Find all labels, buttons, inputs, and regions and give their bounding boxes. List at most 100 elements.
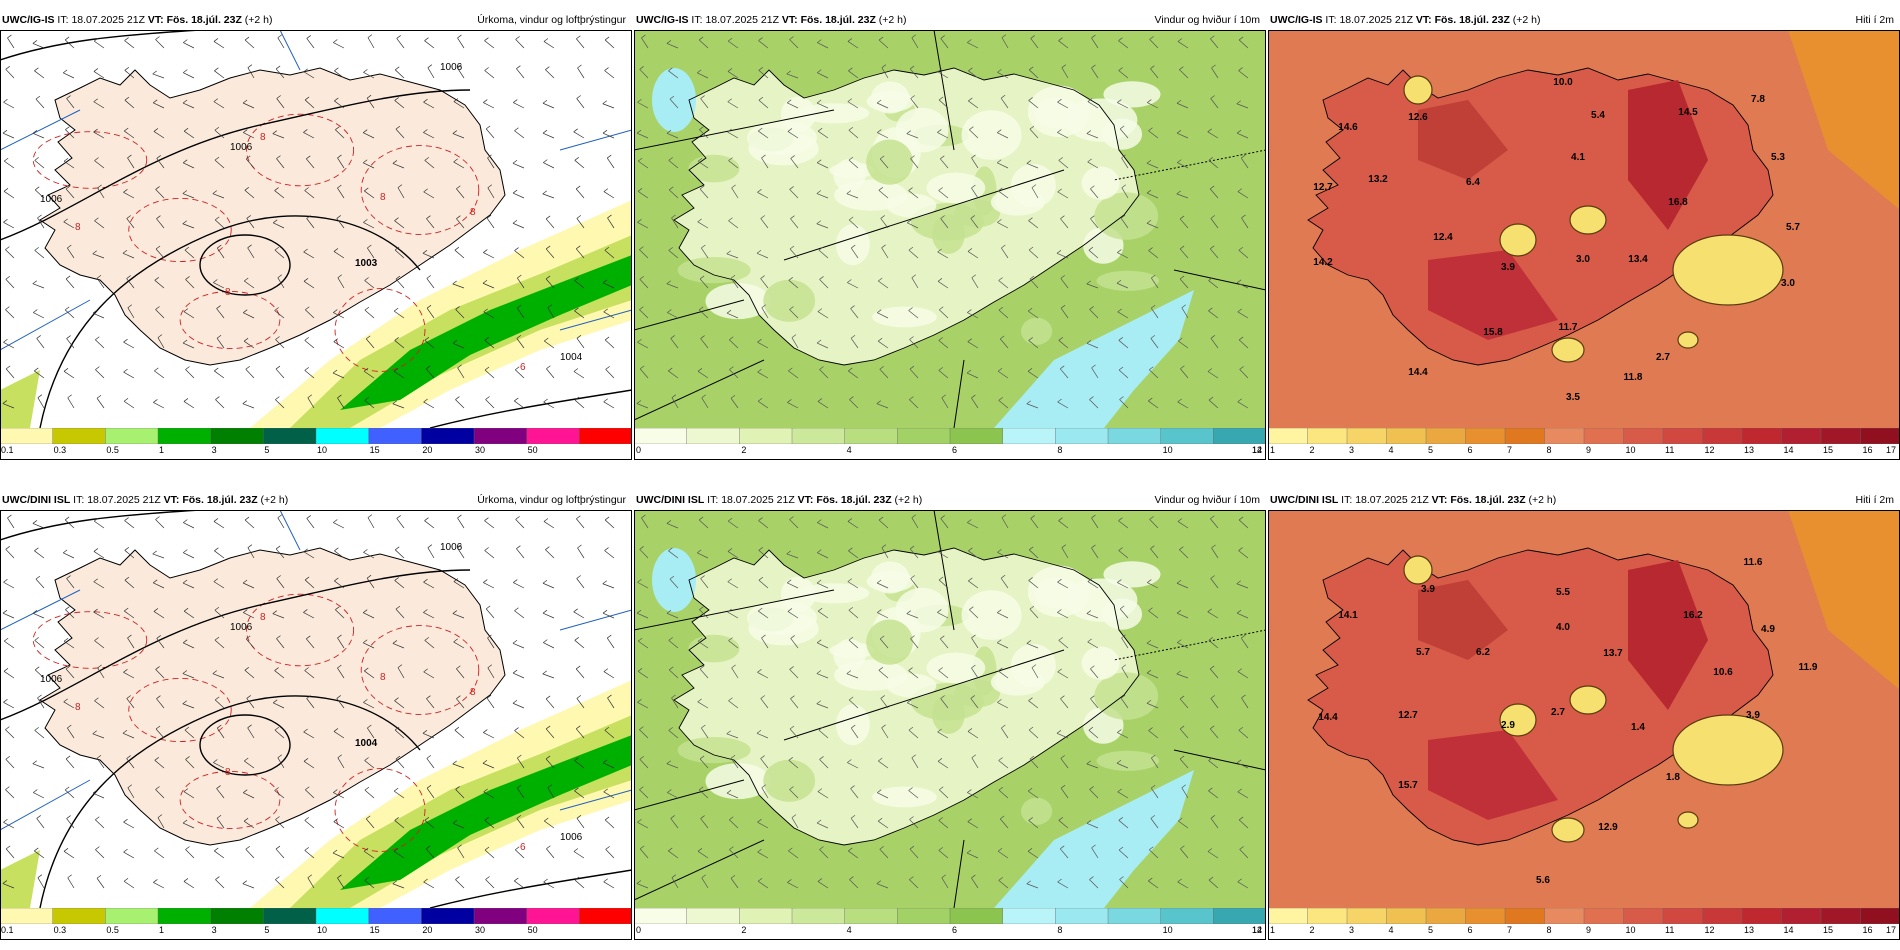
colorbar-tick-label: 30 bbox=[475, 445, 486, 455]
temperature-contour-label: 8 bbox=[225, 287, 231, 298]
colorbar-tick-label: 8 bbox=[1057, 445, 1063, 455]
vt-label: VT: bbox=[147, 14, 164, 26]
temperature-value: 14.2 bbox=[1313, 257, 1333, 268]
colorbar-tick-label: 15 bbox=[369, 925, 380, 935]
temperature-value: 2.7 bbox=[1656, 352, 1670, 363]
temperature-value: 2.9 bbox=[1501, 720, 1515, 731]
glacier bbox=[1551, 337, 1585, 363]
colorbar-swatch bbox=[1002, 907, 1057, 925]
temperature-value: 3.0 bbox=[1576, 254, 1590, 265]
colorbar-swatch bbox=[579, 427, 632, 445]
colorbar-swatch bbox=[844, 907, 899, 925]
temperature-contour-label: 8 bbox=[75, 222, 81, 233]
colorbar-tick-label: 5 bbox=[1428, 925, 1434, 935]
colorbar-swatch bbox=[1268, 427, 1309, 445]
colorbar-swatch bbox=[368, 427, 423, 445]
temperature-value: 6.2 bbox=[1476, 647, 1490, 658]
it-label: IT: bbox=[1341, 494, 1353, 506]
it-label: IT: bbox=[707, 494, 719, 506]
colorbar-tick-label: 2 bbox=[741, 445, 747, 455]
colorbar-swatch bbox=[0, 907, 54, 925]
panel-temp-igis: UWC/IG-IS IT: 18.07.2025 21Z VT: Fös. 18… bbox=[1268, 10, 1900, 469]
wind-barbs bbox=[636, 514, 1249, 889]
temperature-value: 4.0 bbox=[1556, 622, 1570, 633]
colorbar-tick-label: 14 bbox=[1252, 445, 1263, 455]
panel-header: UWC/IG-IS IT: 18.07.2025 21Z VT: Fös. 18… bbox=[634, 10, 1266, 30]
panel-header: UWC/IG-IS IT: 18.07.2025 21Z VT: Fös. 18… bbox=[1268, 10, 1900, 30]
colorbar-swatch bbox=[1583, 907, 1625, 925]
colorbar-tick-label: 1 bbox=[1270, 445, 1276, 455]
temperature-contours bbox=[32, 593, 480, 852]
colorbar-swatch bbox=[686, 907, 741, 925]
temperature-value: 5.6 bbox=[1536, 875, 1550, 886]
product-title: Hiti í 2m bbox=[1855, 14, 1894, 26]
colorbar-swatch bbox=[634, 907, 688, 925]
product-title: Vindur og hviður í 10m bbox=[1154, 494, 1260, 506]
colorbar-swatch bbox=[473, 907, 528, 925]
isobar-label: 1003 bbox=[355, 258, 378, 269]
temperature-value: 3.9 bbox=[1746, 710, 1760, 721]
colorbar-swatch bbox=[1002, 427, 1057, 445]
temperature-value: 1.8 bbox=[1666, 772, 1680, 783]
colorbar-swatch bbox=[1107, 907, 1162, 925]
colorbar-swatch bbox=[1544, 907, 1585, 925]
colorbar-tick-label: 20 bbox=[422, 445, 433, 455]
colorbar-swatch bbox=[1741, 907, 1783, 925]
run-info: UWC/DINI ISL IT: 18.07.2025 21Z VT: Fös.… bbox=[1270, 494, 1556, 506]
forecast-offset: (+2 h) bbox=[1512, 14, 1541, 26]
isobar-label: 1006 bbox=[230, 142, 253, 153]
colorbar-tick-label: 30 bbox=[475, 925, 486, 935]
colorbar-swatch bbox=[1055, 427, 1109, 445]
temperature-value: 13.2 bbox=[1368, 174, 1388, 185]
colorbar-tick-label: 8 bbox=[1057, 925, 1063, 935]
colorbar-tick-label: 12 bbox=[1704, 445, 1715, 455]
colorbar-tick-label: 10 bbox=[1625, 445, 1636, 455]
glacier bbox=[1677, 331, 1699, 349]
vt-label: VT: bbox=[163, 494, 180, 506]
graticule bbox=[0, 29, 632, 351]
graticule bbox=[0, 509, 632, 831]
colorbar-ticks: 1 2 3 4 5 6 7 8 9 10 11 12 13 14 15 16 17 bbox=[1268, 924, 1900, 938]
temperature-contour-label: 8 bbox=[470, 207, 476, 218]
it-value: 18.07.2025 21Z bbox=[721, 494, 795, 506]
temperature-contour-label: 8 bbox=[380, 672, 386, 683]
colorbar-swatch bbox=[0, 427, 54, 445]
precip-area bbox=[0, 200, 632, 428]
temperature-value: 12.9 bbox=[1598, 822, 1618, 833]
colorbar-tick-label: 5 bbox=[264, 925, 270, 935]
colorbar-tick-label: 50 bbox=[527, 925, 538, 935]
isobars bbox=[0, 29, 632, 429]
temperature-contour-label: 6 bbox=[520, 362, 526, 373]
run-info: UWC/IG-IS IT: 18.07.2025 21Z VT: Fös. 18… bbox=[1270, 14, 1541, 26]
it-value: 18.07.2025 21Z bbox=[71, 14, 145, 26]
colorbar-tick-label: 12 bbox=[1704, 925, 1715, 935]
panel-header: UWC/IG-IS IT: 18.07.2025 21Z VT: Fös. 18… bbox=[0, 10, 632, 30]
glacier bbox=[1569, 685, 1607, 715]
glacier bbox=[1569, 205, 1607, 235]
forecast-offset: (+2 h) bbox=[1528, 494, 1557, 506]
run-info: UWC/DINI ISL IT: 18.07.2025 21Z VT: Fös.… bbox=[2, 494, 288, 506]
colorbar-swatch bbox=[897, 427, 951, 445]
wind-barbs bbox=[636, 34, 1249, 409]
it-label: IT: bbox=[691, 14, 703, 26]
colorbar-tick-label: 7 bbox=[1507, 925, 1513, 935]
colorbar-tick-label: 3 bbox=[1349, 445, 1355, 455]
run-info: UWC/IG-IS IT: 18.07.2025 21Z VT: Fös. 18… bbox=[2, 14, 273, 26]
isobar-label: 1004 bbox=[560, 352, 583, 363]
temperature-field bbox=[1307, 510, 1900, 846]
colorbar-tick-label: 0 bbox=[636, 925, 642, 935]
colorbar-swatch bbox=[634, 427, 688, 445]
isobar-label: 1004 bbox=[355, 738, 378, 749]
colorbar-tick-label: 0.3 bbox=[53, 925, 67, 935]
forecast-offset: (+2 h) bbox=[894, 494, 923, 506]
it-label: IT: bbox=[73, 494, 85, 506]
colorbar-swatch bbox=[1268, 907, 1309, 925]
colorbar-swatch bbox=[473, 427, 528, 445]
it-value: 18.07.2025 21Z bbox=[705, 14, 779, 26]
colorbar-swatch bbox=[263, 907, 317, 925]
colorbar-swatch bbox=[1160, 427, 1215, 445]
colorbar-tick-label: 0.3 bbox=[53, 445, 67, 455]
colorbar-swatch bbox=[1213, 907, 1266, 925]
temperature-value: 12.4 bbox=[1433, 232, 1453, 243]
colorbar-swatch bbox=[1346, 907, 1388, 925]
